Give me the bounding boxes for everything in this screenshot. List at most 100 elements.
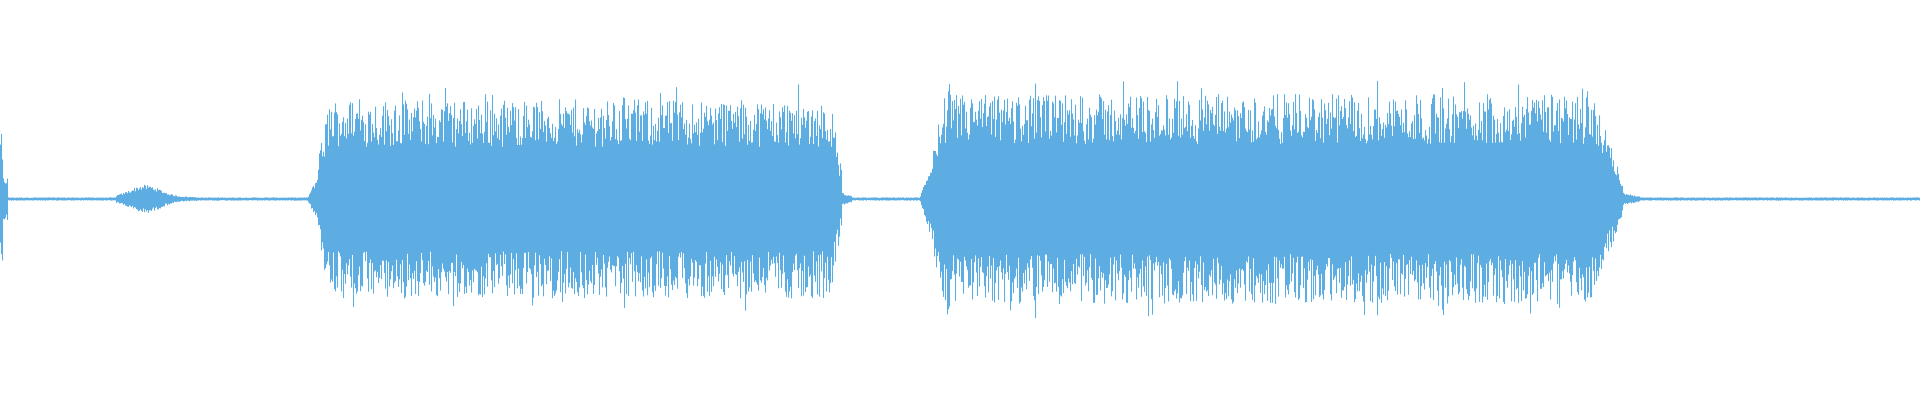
waveform-sample (999, 112, 1001, 266)
waveform-sample (136, 187, 138, 210)
waveform-sample (1386, 127, 1388, 267)
waveform-sample (1068, 114, 1070, 279)
waveform-sample (1101, 98, 1103, 273)
waveform-sample (1636, 196, 1638, 202)
waveform-sample (237, 197, 239, 201)
waveform-sample (1333, 117, 1335, 281)
waveform-sample (404, 134, 406, 299)
waveform-sample (1688, 197, 1690, 201)
waveform-sample (333, 136, 335, 253)
waveform-sample (1464, 82, 1466, 266)
waveform-sample (185, 196, 187, 201)
waveform-sample (1511, 134, 1513, 302)
waveform-sample (250, 197, 252, 200)
waveform-sample (823, 112, 825, 298)
waveform-sample (273, 197, 275, 201)
waveform-sample (707, 121, 709, 292)
waveform-sample (721, 103, 723, 290)
waveform-sample (1696, 197, 1698, 201)
waveform-sample (938, 124, 940, 253)
waveform-sample (229, 197, 231, 201)
waveform-sample (1756, 197, 1758, 201)
waveform-sample (1732, 197, 1734, 201)
waveform-sample (928, 176, 930, 221)
waveform-sample (1712, 197, 1714, 201)
waveform-sample (496, 118, 498, 265)
waveform-sample (1174, 98, 1176, 292)
waveform-sample (1347, 128, 1349, 285)
waveform-sample (1620, 183, 1622, 219)
waveform-sample (1196, 141, 1198, 301)
waveform-sample (794, 115, 796, 270)
waveform-sample (1218, 94, 1220, 264)
waveform-sample (56, 197, 58, 201)
waveform-sample (1352, 97, 1354, 285)
waveform-sample (197, 197, 199, 201)
waveform-sample (1501, 141, 1503, 271)
waveform-sample (269, 197, 271, 201)
waveform-sample (546, 141, 548, 285)
waveform-sample (935, 151, 937, 249)
waveform-sample (1840, 197, 1842, 201)
waveform-sample (1731, 197, 1733, 201)
waveform-sample (1472, 135, 1474, 289)
waveform-sample (849, 195, 851, 203)
waveform-sample (470, 144, 472, 280)
waveform-sample (1794, 197, 1796, 201)
waveform-sample (299, 197, 301, 201)
waveform-sample (1195, 125, 1197, 262)
waveform-sample (166, 193, 168, 204)
waveform-sample (855, 197, 857, 201)
waveform-sample (297, 197, 299, 201)
waveform-sample (1508, 130, 1510, 275)
waveform-sample (967, 132, 969, 270)
waveform-sample (708, 125, 710, 277)
waveform-sample (860, 197, 862, 201)
waveform-sample (1535, 113, 1537, 263)
waveform-sample (602, 146, 604, 288)
waveform-sample (1565, 108, 1567, 264)
waveform-sample (1571, 119, 1573, 296)
waveform-sample (245, 197, 247, 201)
waveform-sample (171, 194, 173, 204)
waveform-sample (782, 107, 784, 274)
waveform-sample (643, 111, 645, 297)
waveform-sample (1809, 197, 1811, 201)
waveform-sample (896, 197, 898, 201)
waveform-sample (865, 197, 867, 201)
waveform-sample (344, 136, 346, 275)
waveform-sample (790, 112, 792, 287)
waveform-sample (400, 143, 402, 265)
waveform-sample (544, 120, 546, 259)
waveform-sample (640, 115, 642, 283)
waveform-sample (1050, 130, 1052, 265)
waveform-sample (464, 101, 466, 294)
waveform-sample (391, 119, 393, 272)
waveform-sample (1536, 99, 1538, 280)
waveform-sample (45, 197, 47, 201)
waveform-sample (834, 137, 836, 242)
waveform-sample (1609, 147, 1611, 231)
waveform-sample (920, 196, 922, 202)
waveform-sample (705, 116, 707, 264)
waveform-sample (1548, 107, 1550, 281)
waveform-sample (1513, 119, 1515, 280)
waveform-sample (1095, 124, 1097, 259)
waveform-sample (687, 144, 689, 298)
waveform-sample (1129, 107, 1131, 271)
waveform-sample (1564, 96, 1566, 270)
waveform-sample (84, 197, 86, 201)
waveform-sample (838, 164, 840, 246)
waveform-sample (1145, 132, 1147, 267)
waveform-sample (976, 119, 978, 273)
waveform-sample (265, 197, 267, 201)
waveform-sample (89, 197, 91, 201)
waveform-sample (1663, 197, 1665, 201)
waveform-sample (892, 197, 894, 201)
waveform-sample (547, 118, 549, 271)
waveform-sample (1572, 101, 1574, 275)
waveform-sample (349, 104, 351, 260)
waveform-sample (1689, 197, 1691, 201)
waveform-sample (324, 156, 326, 270)
waveform-sample (1454, 142, 1456, 275)
